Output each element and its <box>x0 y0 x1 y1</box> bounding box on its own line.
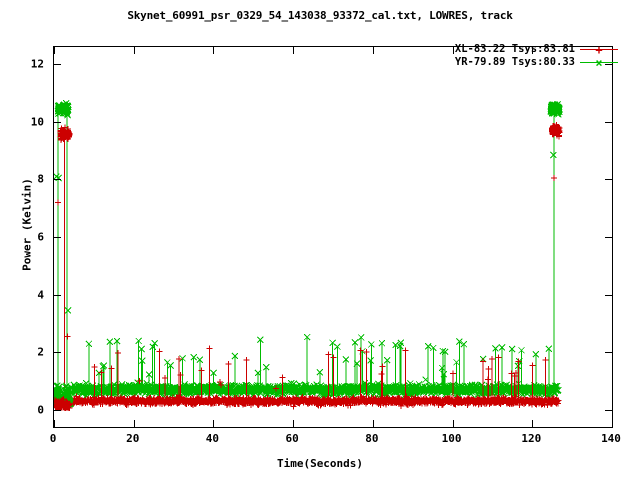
y-tick <box>54 121 61 123</box>
x-tick-label-120: 120 <box>521 432 542 445</box>
y-tick <box>54 179 61 181</box>
y-tick <box>54 409 61 411</box>
x-tick <box>133 420 135 427</box>
y-tick <box>605 294 612 296</box>
x-tick <box>612 47 613 54</box>
x-tick <box>532 47 534 54</box>
x-tick <box>532 420 534 427</box>
y-tick <box>54 294 61 296</box>
y-tick <box>605 409 612 411</box>
legend-entry-yr: YR-79.89 Tsys:80.33 × <box>455 56 618 69</box>
y-tick <box>54 237 61 238</box>
x-tick <box>213 47 215 54</box>
x-tick <box>54 420 55 427</box>
y-tick <box>54 64 61 66</box>
plus-marker-icon: + <box>595 42 603 57</box>
x-tick <box>133 47 135 54</box>
x-tick-label-40: 40 <box>205 432 220 445</box>
x-tick <box>372 47 374 54</box>
x-tick-label-100: 100 <box>441 432 462 445</box>
y-tick-label-6: 6 <box>37 230 44 244</box>
y-tick-label-12: 12 <box>30 57 44 71</box>
x-tick <box>452 420 454 427</box>
legend-key-yr: × <box>580 57 618 69</box>
y-tick <box>605 121 612 123</box>
y-tick-label-0: 0 <box>37 403 44 417</box>
y-tick-label-2: 2 <box>37 345 44 359</box>
x-tick <box>293 47 295 54</box>
x-tick <box>293 420 295 427</box>
legend-entry-xl: XL-83.22 Tsys:83.81 + <box>455 43 618 56</box>
y-axis-tick-labels: 0 2 4 6 8 10 12 <box>0 46 48 428</box>
x-tick-label-60: 60 <box>285 432 299 445</box>
x-tick <box>372 420 374 427</box>
legend-label-yr: YR-79.89 Tsys:80.33 <box>454 56 575 68</box>
y-tick <box>605 64 612 66</box>
y-tick-label-4: 4 <box>37 288 44 302</box>
plot-clip <box>54 47 612 427</box>
y-axis-title: Power (Kelvin) <box>20 178 34 271</box>
legend-key-xl: + <box>580 44 618 56</box>
x-axis-tick-labels: 0 20 40 60 80 100 120 140 <box>49 430 621 450</box>
y-tick-label-8: 8 <box>37 172 44 186</box>
plot-area <box>53 46 613 428</box>
x-tick <box>452 47 454 54</box>
y-tick <box>605 352 612 354</box>
x-tick-label-0: 0 <box>49 432 57 445</box>
y-tick <box>605 179 612 181</box>
y-tick <box>605 237 612 238</box>
x-axis-title: Time(Seconds) <box>276 457 364 470</box>
x-tick <box>54 47 55 54</box>
x-tick-label-20: 20 <box>126 432 140 445</box>
x-tick <box>213 420 215 427</box>
x-tick-label-140: 140 <box>601 432 621 445</box>
data-series-layer <box>54 99 563 411</box>
legend-label-xl: XL-83.22 Tsys:83.81 <box>454 43 575 55</box>
x-tick-label-80: 80 <box>365 432 379 445</box>
x-tick <box>612 420 613 427</box>
chart-legend: XL-83.22 Tsys:83.81 + YR-79.89 Tsys:80.3… <box>455 43 618 69</box>
y-tick <box>54 352 61 354</box>
y-tick-label-10: 10 <box>30 115 44 129</box>
cross-marker-icon: × <box>595 55 603 70</box>
chart-title: Skynet_60991_psr_0329_54_143038_93372_ca… <box>127 9 513 22</box>
